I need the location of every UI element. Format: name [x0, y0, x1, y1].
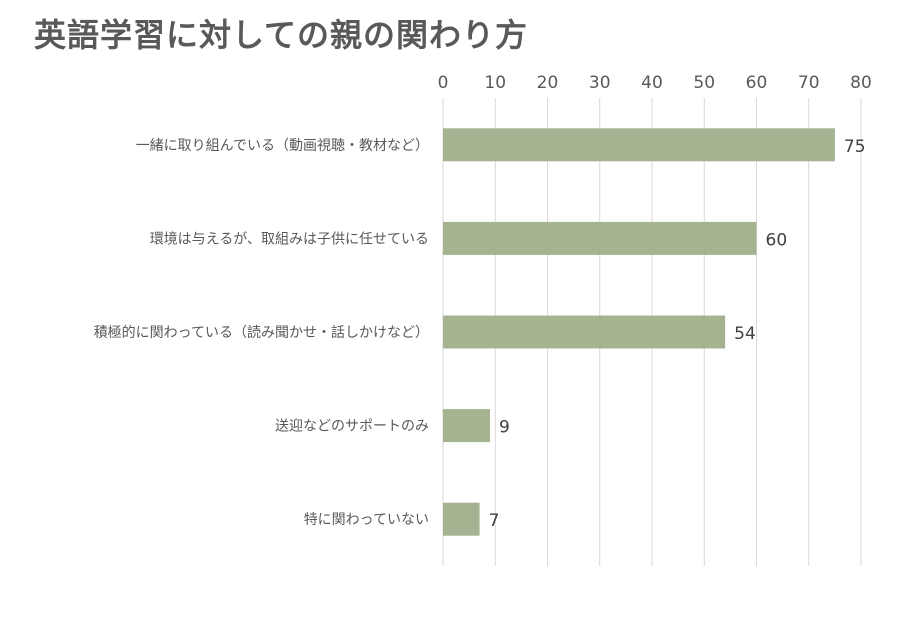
- category-labels: 一緒に取り組んでいる（動画視聴・教材など） 環境は与えるが、取組みは子供に任せてい…: [94, 138, 429, 528]
- category-label: 一緒に取り組んでいる（動画視聴・教材など）: [136, 138, 429, 154]
- data-label: 60: [766, 230, 788, 250]
- bar: [443, 409, 491, 443]
- x-tick-label: 50: [693, 73, 715, 93]
- data-label: 9: [499, 418, 510, 438]
- x-tick-label: 70: [798, 73, 820, 93]
- data-label: 7: [489, 511, 500, 531]
- bar: [443, 128, 835, 162]
- value-labels: 75 60 54 9 7: [489, 137, 866, 531]
- data-label: 75: [844, 137, 866, 157]
- category-label: 送迎などのサポートのみ: [275, 419, 429, 435]
- x-tick-label: 30: [589, 73, 611, 93]
- bar: [443, 315, 726, 349]
- x-tick-label: 80: [850, 73, 872, 93]
- x-tick-label: 20: [537, 73, 559, 93]
- chart-title: 英語学習に対しての親の関わり方: [34, 16, 529, 54]
- category-label: 特に関わっていない: [304, 512, 429, 528]
- category-label: 積極的に関わっている（読み聞かせ・話しかけなど）: [94, 324, 429, 341]
- x-tick-label: 0: [438, 73, 449, 93]
- bar: [443, 221, 757, 255]
- x-axis-ticks: 0 10 20 30 40 50 60 70 80: [438, 73, 872, 93]
- bar: [443, 502, 480, 536]
- category-label: 環境は与えるが、取組みは子供に任せている: [150, 231, 429, 247]
- x-tick-label: 40: [641, 73, 663, 93]
- x-tick-label: 60: [746, 73, 768, 93]
- bars: [443, 128, 835, 536]
- data-label: 54: [734, 324, 756, 344]
- x-tick-label: 10: [484, 73, 506, 93]
